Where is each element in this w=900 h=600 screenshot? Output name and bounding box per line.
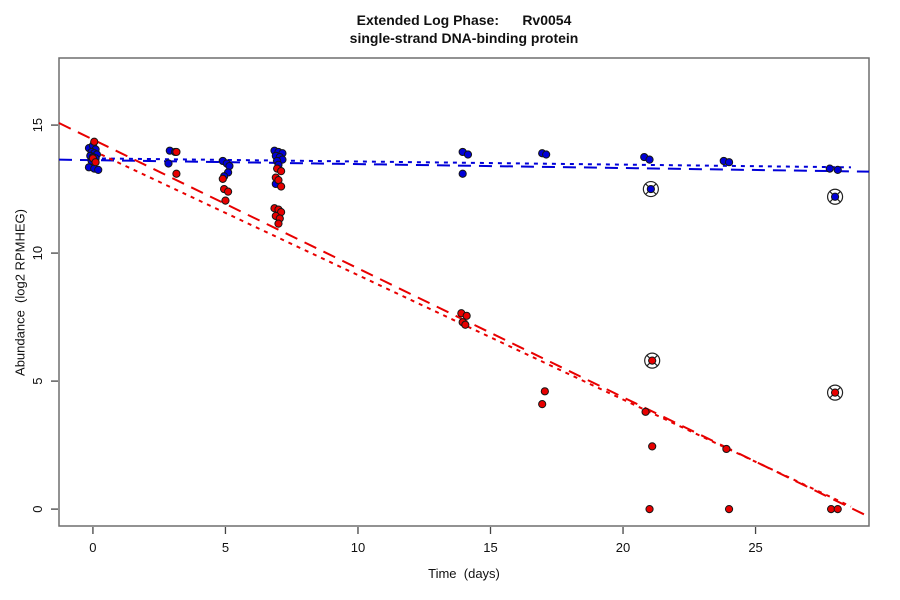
outlier-point-condition-blue [830, 192, 840, 201]
x-tick-label: 10 [351, 540, 365, 555]
x-tick-label: 15 [483, 540, 497, 555]
chart-title-line1: Extended Log Phase: Rv0054 [356, 12, 572, 28]
outlier-ring [644, 352, 661, 369]
data-point-condition-red [91, 158, 100, 167]
data-point-condition-red [274, 219, 283, 228]
data-point-condition-red [462, 311, 471, 320]
y-tick-label: 15 [30, 118, 45, 132]
y-axis-label: Abundance (log2 RPMHEG) [12, 209, 28, 376]
data-point-condition-blue [833, 165, 842, 174]
outlier-ring [642, 180, 659, 198]
data-point-condition-red [722, 444, 731, 454]
outlier-ring [826, 384, 844, 401]
y-tick-label: 10 [30, 246, 45, 260]
x-tick-label: 20 [616, 540, 630, 555]
data-point-condition-red [641, 407, 650, 416]
x-tick-label: 5 [222, 540, 229, 555]
trend-line-red-dotted-fit [92, 149, 852, 508]
data-point-condition-red [172, 169, 181, 178]
data-point-condition-red [833, 505, 842, 514]
data-point-condition-red [724, 505, 734, 514]
outlier-point-condition-red [648, 356, 657, 365]
outlier-point-condition-blue [646, 184, 655, 194]
x-tick-label: 0 [89, 540, 96, 555]
data-point-condition-blue [724, 158, 734, 167]
plot-border [58, 57, 870, 527]
data-point-condition-red [826, 505, 836, 514]
chart-title-line2: single-strand DNA-binding protein [349, 30, 579, 46]
data-point-condition-red [538, 400, 547, 409]
data-point-condition-red [224, 187, 233, 196]
data-point-condition-red [277, 167, 286, 176]
outlier-point-condition-red [830, 388, 840, 397]
data-point-condition-blue [825, 164, 834, 173]
data-point-condition-red [218, 174, 227, 183]
outlier-ring [826, 188, 844, 205]
data-point-condition-red [461, 320, 470, 329]
trend-line-blue-dotted-fit [92, 157, 851, 169]
data-point-condition-red [277, 182, 286, 191]
x-tick-label: 25 [748, 540, 762, 555]
data-point-condition-red [172, 147, 181, 157]
data-point-condition-blue [94, 165, 103, 174]
data-point-condition-blue [463, 150, 473, 159]
data-point-condition-red [221, 196, 230, 205]
x-axis-label: Time (days) [428, 566, 500, 581]
data-point-condition-red [645, 505, 654, 514]
data-point-condition-red [90, 137, 99, 146]
data-point-condition-red [648, 442, 657, 451]
data-point-condition-red [540, 387, 549, 396]
trend-line-blue-longdash-fit [58, 158, 870, 173]
data-point-condition-blue [542, 150, 551, 159]
data-point-condition-blue [645, 155, 654, 164]
y-tick-label: 5 [30, 377, 45, 384]
data-point-condition-blue [458, 169, 467, 178]
y-tick-label: 0 [30, 505, 45, 512]
data-point-condition-blue [164, 159, 173, 168]
